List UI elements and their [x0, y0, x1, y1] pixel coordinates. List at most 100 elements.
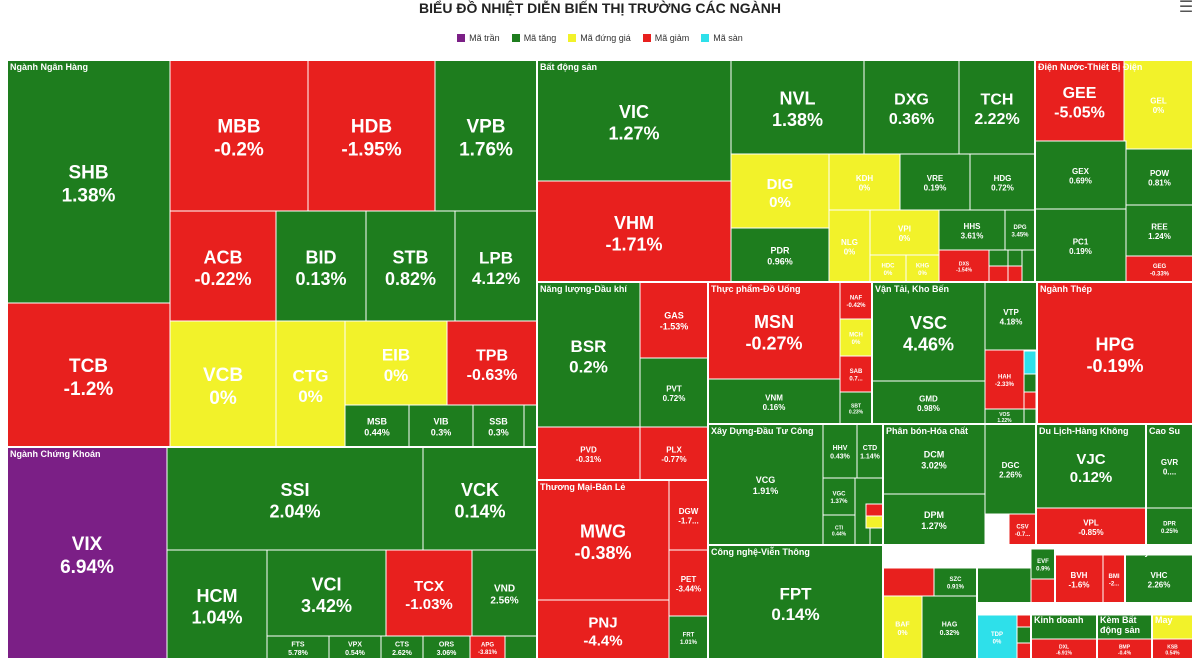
stock-tile-hdb[interactable]: HDB-1.95% — [307, 59, 436, 212]
stock-tile-fpt[interactable]: FPT 0.14% — [707, 544, 884, 660]
minor-stock-tile[interactable] — [988, 249, 1009, 267]
stock-tile-mbb[interactable]: MBB-0.2% — [169, 59, 309, 212]
stock-tile-dxl[interactable]: DXL-6.91% — [1030, 638, 1098, 660]
stock-tile-acb[interactable]: ACB-0.22% — [169, 210, 277, 322]
stock-tile-csv[interactable]: CSV-0.7... — [1008, 513, 1037, 546]
stock-tile-geg[interactable]: GEG-0.33% — [1125, 255, 1194, 283]
stock-tile-gas[interactable]: GAS-1.53% — [639, 281, 709, 359]
minor-stock-tile[interactable] — [1007, 265, 1023, 283]
minor-stock-tile[interactable] — [1016, 642, 1032, 660]
minor-stock-tile[interactable] — [1023, 373, 1037, 393]
minor-stock-tile[interactable] — [1016, 614, 1032, 628]
stock-tile-tcx[interactable]: TCX-1.03% — [385, 549, 473, 637]
stock-tile-dxs[interactable]: DXS-1.54% — [938, 249, 990, 283]
legend-item-tran[interactable]: Mã trần — [457, 33, 500, 43]
stock-tile-pnj[interactable]: PNJ-4.4% — [536, 599, 670, 660]
minor-stock-tile[interactable] — [1023, 391, 1037, 410]
minor-stock-tile[interactable] — [1007, 249, 1023, 267]
minor-stock-tile[interactable] — [523, 404, 538, 448]
stock-tile-bmp[interactable]: BMP-0.4% — [1096, 638, 1153, 660]
minor-stock-tile[interactable] — [1021, 249, 1036, 283]
menu-icon[interactable]: ☰ — [1178, 0, 1194, 16]
stock-tile-ctg[interactable]: CTG 0% — [275, 320, 346, 448]
stock-tile-pet[interactable]: PET-3.44% — [668, 549, 709, 617]
stock-tile-tpb[interactable]: TPB -0.63% — [446, 320, 538, 406]
stock-tile-pvd[interactable]: PVD-0.31% — [536, 426, 641, 481]
stock-tile-ors[interactable]: ORS 3.06% — [422, 635, 471, 660]
stock-tile-gvr[interactable]: GVR0.... — [1145, 423, 1194, 509]
stock-tile-vpl[interactable]: VPL-0.85% — [1035, 507, 1147, 546]
stock-tile-hah[interactable]: HAH-2.33% — [984, 349, 1025, 410]
minor-stock-tile[interactable] — [976, 567, 1032, 604]
stock-tile-fts[interactable]: FTS 5.78% — [266, 635, 330, 660]
stock-tile-sab[interactable]: SAB0.7... — [839, 355, 873, 393]
stock-tile-lpb[interactable]: LPB 4.12% — [454, 210, 538, 322]
stock-tile-bmi[interactable]: BMI-2... — [1102, 554, 1126, 604]
stock-tile-bvh[interactable]: BVH-1.6% — [1054, 554, 1104, 604]
stock-tile-dxg[interactable]: DXG 0.36% — [863, 59, 960, 155]
stock-tile-naf[interactable]: NAF-0.42% — [839, 281, 873, 320]
stock-tile-cts[interactable]: CTS 2.62% — [380, 635, 424, 660]
stock-tile-dgw[interactable]: DGW-1.7... — [668, 479, 709, 551]
minor-stock-tile[interactable] — [504, 635, 538, 660]
minor-stock-tile[interactable] — [1023, 408, 1037, 425]
stock-tile-tcb[interactable]: TCB-1.2% — [6, 302, 171, 448]
minor-stock-tile[interactable] — [1016, 626, 1032, 644]
stock-tile-msn[interactable]: MSN-0.27% — [707, 281, 841, 380]
minor-stock-tile[interactable] — [865, 515, 884, 529]
minor-stock-tile[interactable] — [988, 265, 1009, 283]
minor-stock-tile[interactable] — [865, 503, 884, 517]
stock-tile-baf[interactable]: BAF 0% — [882, 595, 923, 660]
minor-stock-tile[interactable] — [1030, 578, 1056, 604]
legend-item-tang[interactable]: Mã tăng — [511, 33, 556, 43]
